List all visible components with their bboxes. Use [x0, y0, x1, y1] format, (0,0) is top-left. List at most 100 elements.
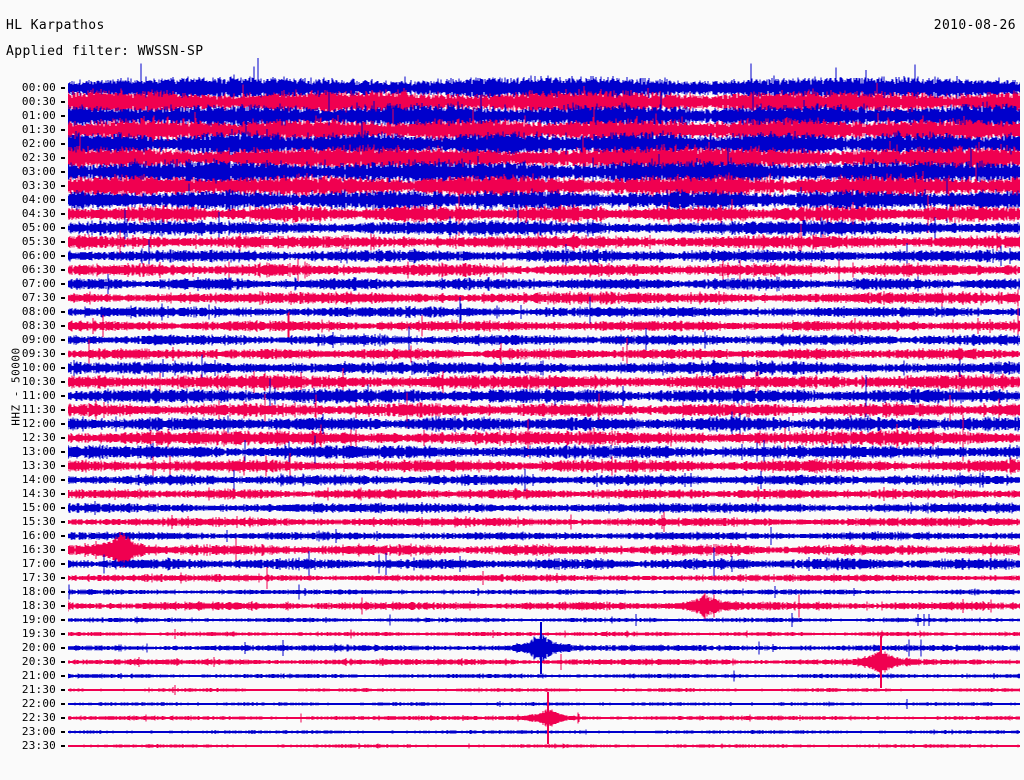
time-axis-label: 10:00 — [21, 361, 56, 374]
time-axis-tick — [61, 437, 65, 439]
time-axis-label: 04:00 — [21, 193, 56, 206]
time-axis-tick — [61, 577, 65, 579]
time-axis-tick — [61, 423, 65, 425]
time-axis-tick — [61, 395, 65, 397]
seismogram-svg — [68, 58, 1020, 749]
time-axis-label: 18:00 — [21, 585, 56, 598]
time-axis-tick — [61, 465, 65, 467]
time-axis-label: 09:00 — [21, 333, 56, 346]
time-axis-label: 05:30 — [21, 235, 56, 248]
applied-filter-label: Applied filter: WWSSN-SP — [6, 44, 204, 59]
time-axis-label: 12:30 — [21, 431, 56, 444]
time-axis-tick — [61, 143, 65, 145]
time-axis-tick — [61, 619, 65, 621]
time-axis-label: 10:30 — [21, 375, 56, 388]
time-axis-tick — [61, 325, 65, 327]
time-axis-label: 01:30 — [21, 123, 56, 136]
time-axis-label: 07:00 — [21, 277, 56, 290]
time-axis-label: 14:00 — [21, 473, 56, 486]
time-axis-tick — [61, 661, 65, 663]
time-axis-label: 04:30 — [21, 207, 56, 220]
time-axis-tick — [61, 745, 65, 747]
time-axis-label: 16:00 — [21, 529, 56, 542]
time-axis-tick — [61, 269, 65, 271]
time-axis-tick — [61, 731, 65, 733]
time-axis-label: 17:30 — [21, 571, 56, 584]
time-axis-tick — [61, 535, 65, 537]
time-axis-tick — [61, 241, 65, 243]
time-axis-label: 21:30 — [21, 683, 56, 696]
time-axis-tick — [61, 185, 65, 187]
time-axis-label: 14:30 — [21, 487, 56, 500]
time-axis-label: 00:00 — [21, 81, 56, 94]
time-axis-tick — [61, 255, 65, 257]
record-date: 2010-08-26 — [933, 18, 1016, 33]
time-axis-label: 22:00 — [21, 697, 56, 710]
time-axis-label: 21:00 — [21, 669, 56, 682]
time-axis-tick — [61, 129, 65, 131]
time-axis-label: 02:00 — [21, 137, 56, 150]
time-axis-label: 13:00 — [21, 445, 56, 458]
time-axis-tick — [61, 339, 65, 341]
time-axis-label: 19:00 — [21, 613, 56, 626]
time-axis-tick — [61, 311, 65, 313]
time-axis-tick — [61, 115, 65, 117]
time-axis-tick — [61, 689, 65, 691]
time-axis-label: 15:30 — [21, 515, 56, 528]
time-axis-tick — [61, 87, 65, 89]
time-axis-label: 06:00 — [21, 249, 56, 262]
time-axis-tick — [61, 549, 65, 551]
time-axis-tick — [61, 507, 65, 509]
time-axis-tick — [61, 213, 65, 215]
time-axis-label: 19:30 — [21, 627, 56, 640]
time-axis-label: 11:30 — [21, 403, 56, 416]
time-axis-tick — [61, 381, 65, 383]
time-axis-tick — [61, 493, 65, 495]
station-title: HL Karpathos — [6, 18, 105, 33]
time-axis-label: 20:00 — [21, 641, 56, 654]
time-axis-tick — [61, 591, 65, 593]
time-axis-tick — [61, 479, 65, 481]
time-axis-label: 03:00 — [21, 165, 56, 178]
seismogram-trace-area — [68, 0, 1020, 780]
time-axis-tick — [61, 675, 65, 677]
time-axis-label: 22:30 — [21, 711, 56, 724]
time-axis-label: 00:30 — [21, 95, 56, 108]
time-axis-tick — [61, 703, 65, 705]
time-axis-tick — [61, 353, 65, 355]
time-axis-tick — [61, 451, 65, 453]
time-axis-tick — [61, 717, 65, 719]
time-axis-tick — [61, 633, 65, 635]
time-axis: 00:00 00:30 01:00 01:30 02:00 02:30 03:00 03:30… — [0, 0, 68, 780]
time-axis-label: 23:30 — [21, 739, 56, 752]
time-axis-tick — [61, 171, 65, 173]
time-axis-label: 08:00 — [21, 305, 56, 318]
time-axis-tick — [61, 521, 65, 523]
time-axis-tick — [61, 297, 65, 299]
time-axis-label: 13:30 — [21, 459, 56, 472]
time-axis-label: 08:30 — [21, 319, 56, 332]
time-axis-tick — [61, 101, 65, 103]
time-axis-tick — [61, 227, 65, 229]
time-axis-label: 05:00 — [21, 221, 56, 234]
time-axis-label: 01:00 — [21, 109, 56, 122]
time-axis-tick — [61, 563, 65, 565]
time-axis-tick — [61, 647, 65, 649]
time-axis-label: 02:30 — [21, 151, 56, 164]
time-axis-label: 16:30 — [21, 543, 56, 556]
time-axis-label: 23:00 — [21, 725, 56, 738]
time-axis-label: 12:00 — [21, 417, 56, 430]
time-axis-label: 15:00 — [21, 501, 56, 514]
time-axis-tick — [61, 283, 65, 285]
time-axis-tick — [61, 199, 65, 201]
time-axis-label: 07:30 — [21, 291, 56, 304]
time-axis-label: 20:30 — [21, 655, 56, 668]
time-axis-tick — [61, 409, 65, 411]
time-axis-label: 11:00 — [21, 389, 56, 402]
time-axis-tick — [61, 157, 65, 159]
time-axis-tick — [61, 605, 65, 607]
time-axis-label: 18:30 — [21, 599, 56, 612]
time-axis-tick — [61, 367, 65, 369]
time-axis-label: 09:30 — [21, 347, 56, 360]
